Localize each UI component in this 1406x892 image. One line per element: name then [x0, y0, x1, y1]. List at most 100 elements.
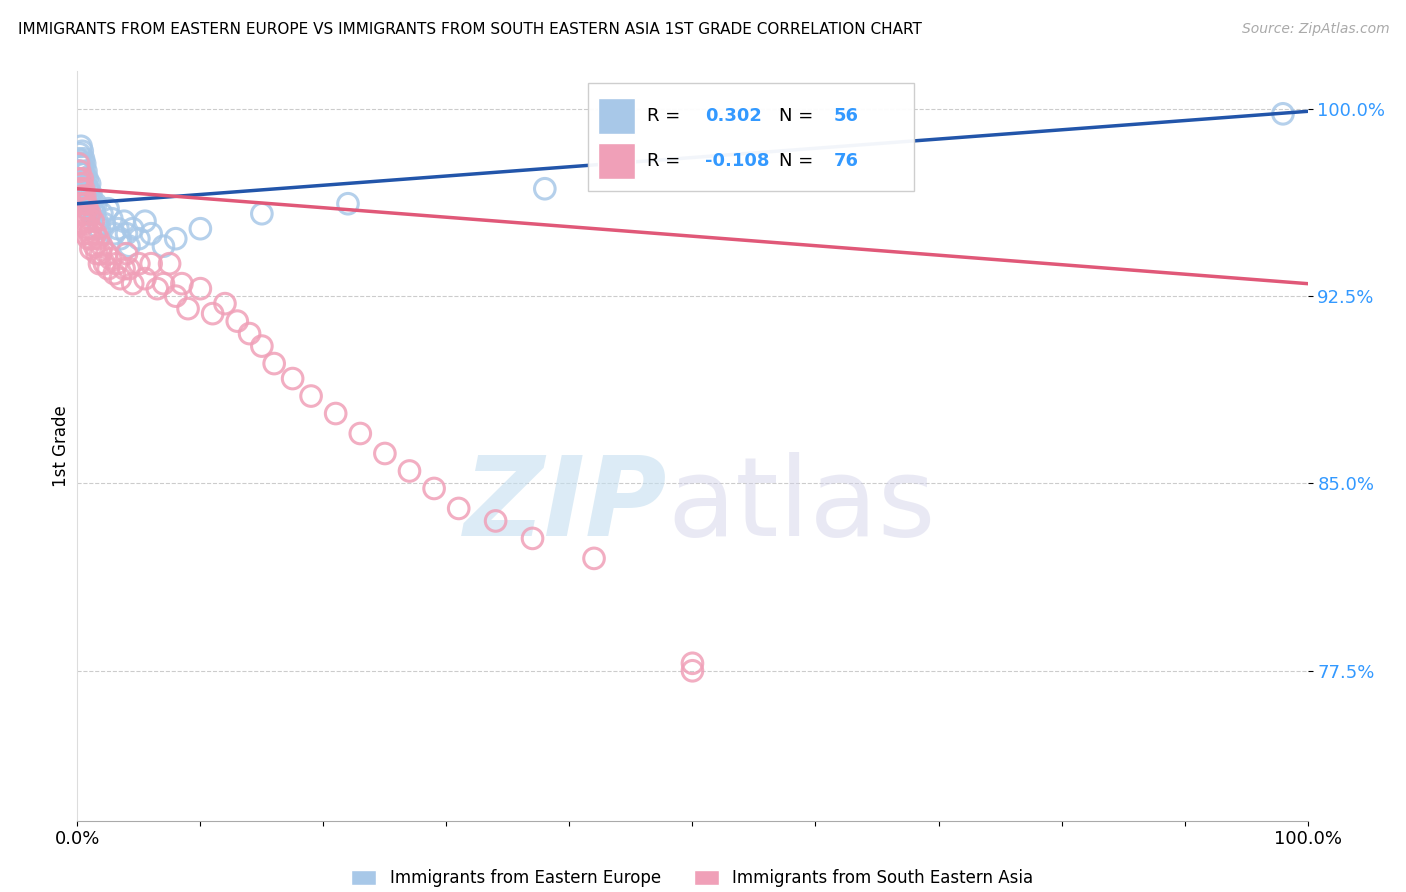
FancyBboxPatch shape — [588, 83, 914, 191]
Point — [115, 246, 138, 260]
Point — [80, 207, 103, 221]
Point — [67, 152, 90, 166]
Point — [72, 152, 94, 166]
Point — [84, 196, 107, 211]
Point — [72, 186, 94, 201]
Point — [75, 196, 97, 211]
Point — [398, 464, 420, 478]
Point — [93, 257, 115, 271]
Point — [77, 182, 100, 196]
Point — [79, 177, 101, 191]
Point — [141, 257, 163, 271]
Point — [86, 246, 108, 260]
Point — [69, 146, 91, 161]
Text: R =: R = — [647, 152, 681, 169]
Point — [121, 277, 143, 291]
Point — [69, 182, 91, 196]
Point — [83, 239, 105, 253]
Point — [82, 202, 104, 216]
Point — [165, 232, 187, 246]
Point — [128, 257, 150, 271]
Point — [152, 277, 174, 291]
Text: IMMIGRANTS FROM EASTERN EUROPE VS IMMIGRANTS FROM SOUTH EASTERN ASIA 1ST GRADE C: IMMIGRANTS FROM EASTERN EUROPE VS IMMIGR… — [18, 22, 922, 37]
Point — [75, 196, 97, 211]
Point — [73, 171, 96, 186]
Point — [534, 182, 557, 196]
Point — [75, 164, 97, 178]
Point — [69, 171, 91, 186]
Point — [97, 202, 120, 216]
Point — [75, 179, 97, 194]
Point — [70, 207, 93, 221]
Point — [73, 207, 96, 221]
Point — [72, 182, 94, 196]
Point — [70, 177, 93, 191]
Point — [118, 261, 141, 276]
Point — [105, 257, 128, 271]
Point — [165, 289, 187, 303]
Point — [159, 257, 181, 271]
Point — [188, 282, 212, 296]
Point — [134, 271, 156, 285]
Point — [70, 164, 93, 178]
Point — [72, 196, 94, 211]
Point — [177, 301, 200, 316]
Point — [90, 207, 114, 221]
Point — [485, 514, 508, 528]
Point — [72, 167, 94, 181]
Point — [112, 214, 135, 228]
Point — [93, 217, 115, 231]
Point — [73, 227, 96, 241]
Point — [70, 182, 93, 196]
Point — [73, 189, 96, 203]
Point — [103, 267, 125, 281]
Legend: Immigrants from Eastern Europe, Immigrants from South Eastern Asia: Immigrants from Eastern Europe, Immigran… — [352, 869, 1033, 888]
Point — [76, 171, 98, 186]
Point — [201, 307, 224, 321]
Point — [77, 211, 100, 226]
Point — [134, 214, 156, 228]
Point — [214, 296, 236, 310]
Point — [682, 664, 704, 678]
Point — [96, 246, 118, 260]
Y-axis label: 1st Grade: 1st Grade — [52, 405, 70, 487]
Point — [79, 207, 101, 221]
Point — [107, 221, 129, 235]
Point — [70, 159, 93, 173]
Point — [682, 657, 704, 671]
Point — [70, 139, 93, 153]
Point — [72, 217, 94, 231]
Point — [170, 277, 193, 291]
Point — [73, 192, 96, 206]
Text: 76: 76 — [834, 152, 859, 169]
Point — [82, 194, 104, 209]
FancyBboxPatch shape — [598, 143, 634, 178]
Point — [67, 171, 90, 186]
Point — [77, 232, 100, 246]
Point — [121, 221, 143, 235]
Point — [110, 232, 132, 246]
Point — [69, 164, 91, 178]
Point — [86, 214, 108, 228]
Point — [118, 239, 141, 253]
Point — [80, 186, 103, 201]
Point — [112, 261, 135, 276]
Text: atlas: atlas — [668, 452, 936, 559]
Point — [69, 196, 91, 211]
Point — [90, 239, 114, 253]
Point — [67, 157, 90, 171]
Point — [70, 177, 93, 191]
Text: ZIP: ZIP — [464, 452, 668, 559]
Point — [128, 232, 150, 246]
Point — [110, 271, 132, 285]
Text: R =: R = — [647, 106, 681, 125]
Point — [337, 196, 360, 211]
Point — [82, 232, 104, 246]
Point — [73, 157, 96, 171]
Point — [281, 371, 304, 385]
Point — [82, 214, 104, 228]
Point — [83, 207, 105, 221]
Point — [101, 211, 124, 226]
Point — [70, 192, 93, 206]
Text: N =: N = — [779, 106, 813, 125]
